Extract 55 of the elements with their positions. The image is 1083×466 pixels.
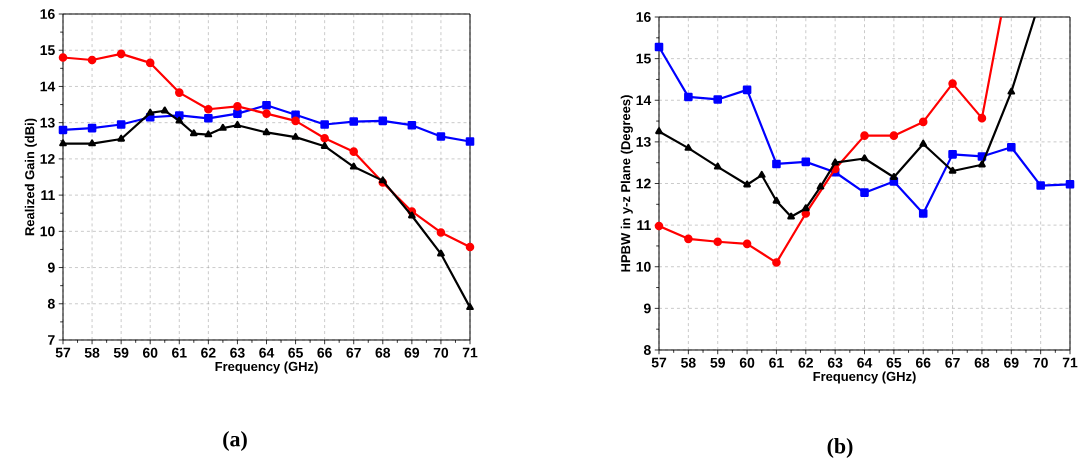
y-tick-label: 16 [40, 9, 55, 19]
y-tick-label: 11 [41, 190, 55, 200]
x-tick-label: 66 [915, 357, 931, 368]
y-axis-title: Realized Gain (dBi) [24, 118, 37, 236]
y-tick-label: 13 [40, 117, 55, 128]
y-tick-label: 13 [636, 136, 651, 147]
x-tick-label: 59 [113, 347, 129, 358]
x-tick-label: 67 [945, 357, 960, 368]
y-tick-label: 14 [636, 95, 652, 106]
x-tick-label: 60 [142, 347, 158, 358]
x-tick-label: 61 [769, 357, 784, 368]
y-tick-label: 15 [40, 45, 55, 56]
y-tick-label: 9 [47, 262, 55, 273]
x-tick-label: 70 [1033, 357, 1048, 368]
x-axis-title: Frequency (GHz) [813, 371, 916, 384]
y-tick-label: 12 [40, 154, 55, 164]
x-tick-label: 63 [230, 347, 245, 358]
y-tick-label: 7 [48, 335, 55, 345]
x-tick-label: 68 [375, 347, 391, 358]
x-tick-label: 69 [404, 347, 420, 358]
x-tick-label: 58 [681, 357, 696, 368]
y-tick-label: 10 [40, 226, 55, 237]
x-tick-label: 63 [827, 357, 843, 368]
x-tick-label: 71 [1062, 357, 1078, 368]
x-tick-label: 65 [886, 357, 902, 368]
x-tick-label: 71 [462, 347, 478, 358]
x-tick-label: 64 [857, 357, 873, 368]
x-tick-label: 61 [172, 347, 187, 358]
x-tick-label: 57 [651, 357, 667, 368]
x-tick-label: 68 [974, 357, 990, 368]
y-tick-label: 14 [40, 81, 56, 92]
y-tick-label: 8 [47, 298, 55, 309]
x-tick-label: 62 [201, 347, 216, 358]
x-tick-label: 66 [317, 347, 332, 358]
y-tick-label: 9 [643, 303, 651, 314]
text: (a) [223, 431, 247, 451]
x-axis-title: Frequency (GHz) [215, 361, 318, 374]
x-tick-label: 57 [55, 347, 71, 358]
x-tick-label: 67 [346, 347, 361, 358]
y-tick-label: 11 [637, 220, 651, 230]
x-tick-label: 64 [259, 347, 275, 358]
x-tick-label: 70 [433, 347, 449, 358]
x-tick-label: 69 [1004, 357, 1019, 368]
y-tick-label: 12 [636, 178, 651, 189]
x-tick-label: 60 [739, 357, 755, 368]
y-axis-title: HPBW in y-z Plane (Degrees) [620, 95, 633, 272]
y-tick-label: 16 [636, 12, 651, 22]
x-tick-label: 65 [288, 347, 303, 358]
y-tick-label: 8 [643, 345, 651, 355]
x-tick-label: 59 [710, 357, 725, 368]
text: (b) [827, 438, 853, 458]
y-tick-label: 15 [636, 53, 651, 64]
x-tick-label: 62 [798, 357, 813, 368]
y-tick-label: 10 [636, 261, 651, 272]
x-tick-label: 58 [84, 347, 100, 358]
